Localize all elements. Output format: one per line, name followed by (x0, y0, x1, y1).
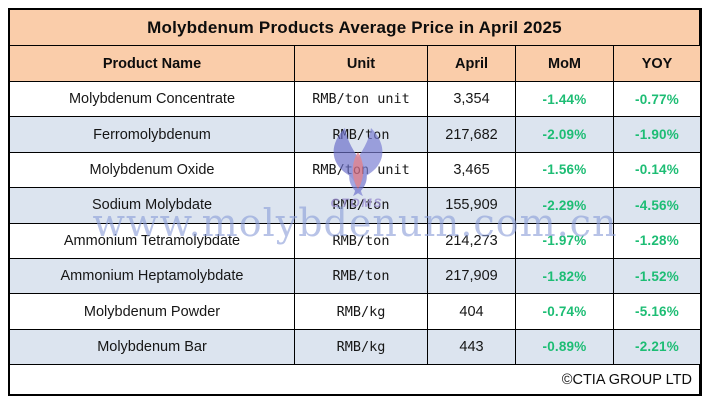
product-name-cell: Molybdenum Oxide (10, 152, 295, 189)
column-header-unit: Unit (295, 46, 428, 82)
mom-change-cell: -1.97% (516, 223, 614, 259)
unit-cell: RMB/kg (295, 294, 428, 330)
yoy-change-cell: -5.16% (614, 294, 700, 330)
unit-cell: RMB/ton unit (295, 152, 428, 189)
column-header-product-name: Product Name (10, 46, 295, 82)
april-price-cell: 217,909 (428, 258, 516, 295)
april-price-cell: 404 (428, 294, 516, 330)
product-name-cell: Ammonium Tetramolybdate (10, 223, 295, 259)
mom-change-cell: -1.82% (516, 258, 614, 295)
product-name-cell: Ferromolybdenum (10, 117, 295, 153)
yoy-change-cell: -0.77% (614, 82, 700, 118)
product-name-cell: Molybdenum Bar (10, 329, 295, 366)
april-price-cell: 155,909 (428, 188, 516, 224)
april-price-cell: 214,273 (428, 223, 516, 259)
molybdenum-price-table: Molybdenum Products Average Price in Apr… (8, 8, 702, 397)
column-header-mom: MoM (516, 46, 614, 82)
april-price-cell: 3,465 (428, 152, 516, 189)
copyright-notice: ©CTIA GROUP LTD (10, 365, 700, 395)
table-title: Molybdenum Products Average Price in Apr… (10, 10, 700, 46)
mom-change-cell: -2.09% (516, 117, 614, 153)
product-name-cell: Molybdenum Powder (10, 294, 295, 330)
april-price-cell: 3,354 (428, 82, 516, 118)
april-price-cell: 443 (428, 329, 516, 366)
mom-change-cell: -0.89% (516, 329, 614, 366)
unit-cell: RMB/ton (295, 258, 428, 295)
mom-change-cell: -1.56% (516, 152, 614, 189)
mom-change-cell: -0.74% (516, 294, 614, 330)
yoy-change-cell: -4.56% (614, 188, 700, 224)
yoy-change-cell: -1.90% (614, 117, 700, 153)
mom-change-cell: -2.29% (516, 188, 614, 224)
column-header-yoy: YOY (614, 46, 700, 82)
product-name-cell: Molybdenum Concentrate (10, 82, 295, 118)
mom-change-cell: -1.44% (516, 82, 614, 118)
unit-cell: RMB/ton unit (295, 82, 428, 118)
unit-cell: RMB/ton (295, 223, 428, 259)
yoy-change-cell: -2.21% (614, 329, 700, 366)
column-header-april: April (428, 46, 516, 82)
unit-cell: RMB/ton (295, 188, 428, 224)
yoy-change-cell: -1.52% (614, 258, 700, 295)
product-name-cell: Sodium Molybdate (10, 188, 295, 224)
yoy-change-cell: -0.14% (614, 153, 700, 189)
unit-cell: RMB/kg (295, 329, 428, 366)
product-name-cell: Ammonium Heptamolybdate (10, 258, 295, 295)
april-price-cell: 217,682 (428, 117, 516, 153)
unit-cell: RMB/ton (295, 117, 428, 153)
yoy-change-cell: -1.28% (614, 224, 700, 259)
